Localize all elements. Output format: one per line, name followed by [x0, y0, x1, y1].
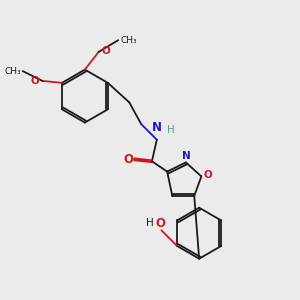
Text: N: N — [152, 121, 162, 134]
Text: H: H — [167, 125, 174, 135]
Text: H: H — [146, 218, 154, 228]
Text: O: O — [204, 170, 213, 180]
Text: CH₃: CH₃ — [120, 36, 137, 45]
Text: O: O — [123, 153, 134, 166]
Text: CH₃: CH₃ — [4, 67, 21, 76]
Text: O: O — [101, 46, 110, 56]
Text: O: O — [155, 217, 165, 230]
Text: O: O — [31, 76, 39, 86]
Text: N: N — [182, 151, 190, 160]
